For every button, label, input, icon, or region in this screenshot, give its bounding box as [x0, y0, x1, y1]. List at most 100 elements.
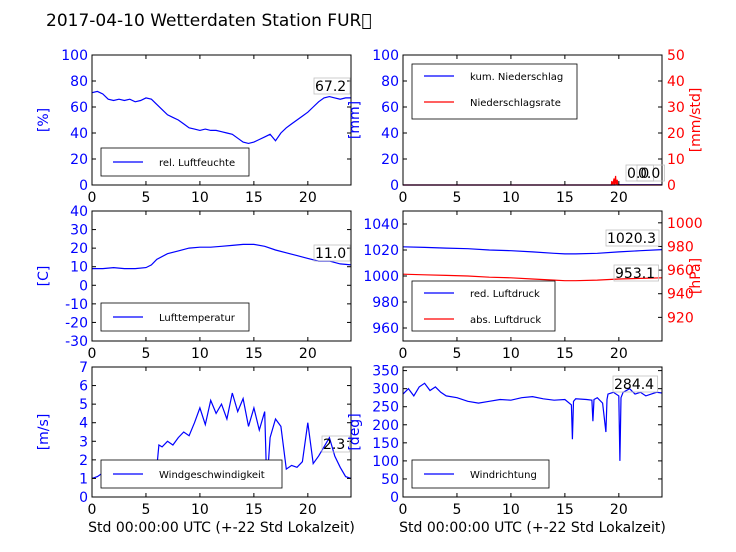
y2-tick-label-pressure-980: 980: [667, 239, 694, 255]
y-tick-label-pressure-980: 980: [372, 295, 399, 311]
y2-axis-label-pressure: [hPa]: [688, 258, 704, 294]
legend-label-humidity-0: rel. Luftfeuchte: [159, 158, 235, 169]
x-axis-label-winddir: Std 00:00:00 UTC (+-22 Std Lokalzeit): [399, 520, 666, 536]
legend-label-pressure-1: abs. Luftdruck: [470, 315, 541, 326]
x-tick-label-winddir-0: 0: [399, 502, 408, 518]
y-tick-label-humidity-100: 100: [61, 48, 88, 64]
y2-tick-label-precip-30: 30: [667, 100, 685, 116]
value-annotation-winddir-0: 284.4: [614, 377, 654, 393]
y-tick-label-wind-1: 1: [79, 471, 88, 487]
y-tick-label-wind-2: 2: [79, 453, 88, 469]
x-tick-label-wind-15: 15: [245, 502, 263, 518]
y-tick-label-precip-60: 60: [381, 100, 399, 116]
x-tick-label-precip-20: 20: [610, 190, 628, 206]
value-annotation-box-winddir-0: [612, 375, 658, 393]
plot-frame-winddir: [402, 366, 663, 498]
x-tick-label-humidity-20: 20: [299, 190, 317, 206]
y-tick-label-precip-40: 40: [381, 126, 399, 142]
value-annotation-pressure-1: 953.1: [615, 266, 655, 282]
series-line-humidity-0: [91, 90, 351, 145]
y2-tick-label-precip-10: 10: [667, 152, 685, 168]
series-line-precip-1: [403, 175, 662, 186]
y-axis-label-humidity: [%]: [36, 108, 52, 132]
y-axis-label-temperature: [C]: [36, 266, 52, 287]
x-tick-label-wind-20: 20: [299, 502, 317, 518]
legend-humidity: rel. Luftfeuchte: [100, 147, 250, 177]
y-tick-label-precip-100: 100: [372, 48, 399, 64]
panel-humidity: 0 5 10 15 20 0 20 40 60 80 100 [%] rel. Luftfeuchte 6…: [36, 48, 352, 206]
series-line-pressure-1: [402, 273, 663, 282]
y2-tick-label-precip-50: 50: [667, 48, 685, 64]
figure-title: 2017-04-10 Wetterdaten Station FUR : [46, 11, 372, 31]
y-tick-label-humidity-60: 60: [70, 100, 88, 116]
series-line-winddir-0: [402, 382, 663, 461]
y-tick-label-humidity-80: 80: [70, 74, 88, 90]
x-tick-label-winddir-15: 15: [556, 502, 574, 518]
y-tick-label-temperature--20: -20: [65, 315, 88, 331]
y-tick-label-temperature--30: -30: [65, 334, 88, 350]
x-tick-label-humidity-5: 5: [141, 190, 150, 206]
y-tick-label-pressure-1040: 1040: [363, 217, 399, 233]
value-annotation-temperature-0: 11.0: [315, 246, 346, 262]
legend-box-precip: [411, 63, 578, 120]
plot-frame-wind: [91, 366, 352, 498]
x-tick-label-temperature-0: 0: [88, 346, 97, 362]
x-tick-label-humidity-10: 10: [191, 190, 209, 206]
y-tick-label-temperature-40: 40: [70, 204, 88, 220]
series-line-temperature-0: [92, 243, 352, 270]
value-annotation-precip-0: 0.0: [627, 166, 649, 182]
x-tick-label-wind-0: 0: [88, 502, 97, 518]
y-tick-label-temperature-20: 20: [70, 241, 88, 257]
y-tick-label-winddir-200: 200: [372, 418, 399, 434]
legend-wind: Windgeschwindigkeit: [100, 459, 283, 489]
y-tick-label-precip-80: 80: [381, 74, 399, 90]
x-tick-label-precip-10: 10: [502, 190, 520, 206]
x-tick-label-humidity-15: 15: [245, 190, 263, 206]
legend-label-temperature-0: Lufttemperatur: [159, 313, 236, 324]
y2-tick-label-precip-0: 0: [667, 178, 676, 194]
value-annotation-box-temperature-0: [313, 244, 351, 262]
x-tick-label-winddir-5: 5: [452, 502, 461, 518]
y-tick-label-pressure-960: 960: [372, 321, 399, 337]
x-tick-label-winddir-10: 10: [502, 502, 520, 518]
series-line-pressure-0: [402, 246, 663, 255]
x-tick-label-temperature-15: 15: [245, 346, 263, 362]
y-tick-label-winddir-50: 50: [381, 472, 399, 488]
x-tick-label-pressure-0: 0: [399, 346, 408, 362]
x-tick-label-pressure-10: 10: [502, 346, 520, 362]
y-tick-label-wind-4: 4: [79, 416, 88, 432]
x-tick-label-temperature-10: 10: [191, 346, 209, 362]
y2-tick-label-precip-40: 40: [667, 74, 685, 90]
y-tick-label-wind-0: 0: [79, 490, 88, 506]
plot-frame-humidity: [91, 54, 352, 186]
legend-winddir: Windrichtung: [411, 459, 550, 489]
y-tick-label-temperature-30: 30: [70, 223, 88, 239]
y-tick-label-pressure-1020: 1020: [363, 243, 399, 259]
y-tick-label-winddir-300: 300: [372, 382, 399, 398]
x-tick-label-precip-0: 0: [399, 190, 408, 206]
value-annotation-box-humidity-0: [313, 77, 351, 95]
value-annotation-box-wind-0: [321, 435, 350, 453]
x-tick-label-precip-15: 15: [556, 190, 574, 206]
value-annotation-pressure-0: 1020.3: [607, 231, 656, 247]
y-tick-label-winddir-0: 0: [390, 490, 399, 506]
legend-label-winddir-0: Windrichtung: [470, 470, 537, 481]
y2-tick-label-pressure-920: 920: [667, 310, 694, 326]
legend-box-pressure: [411, 280, 556, 332]
value-annotation-wind-0: 2.3: [323, 437, 345, 453]
plot-frame-temperature: [91, 210, 352, 342]
y-tick-label-wind-3: 3: [79, 434, 88, 450]
x-tick-label-winddir-20: 20: [610, 502, 628, 518]
y-tick-label-precip-0: 0: [390, 178, 399, 194]
y2-tick-label-pressure-1000: 1000: [667, 216, 703, 232]
y-tick-label-wind-7: 7: [79, 360, 88, 376]
x-tick-label-precip-5: 5: [452, 190, 461, 206]
y2-tick-label-pressure-960: 960: [667, 263, 694, 279]
x-tick-label-pressure-15: 15: [556, 346, 574, 362]
y-axis-label-precip: [mm]: [347, 101, 363, 139]
y-tick-label-wind-5: 5: [79, 397, 88, 413]
panel-precip: 0 5 10 15 20 0 20 40 60 80 100 0 10 20 30 40 50 [mm/std] […: [347, 48, 704, 206]
